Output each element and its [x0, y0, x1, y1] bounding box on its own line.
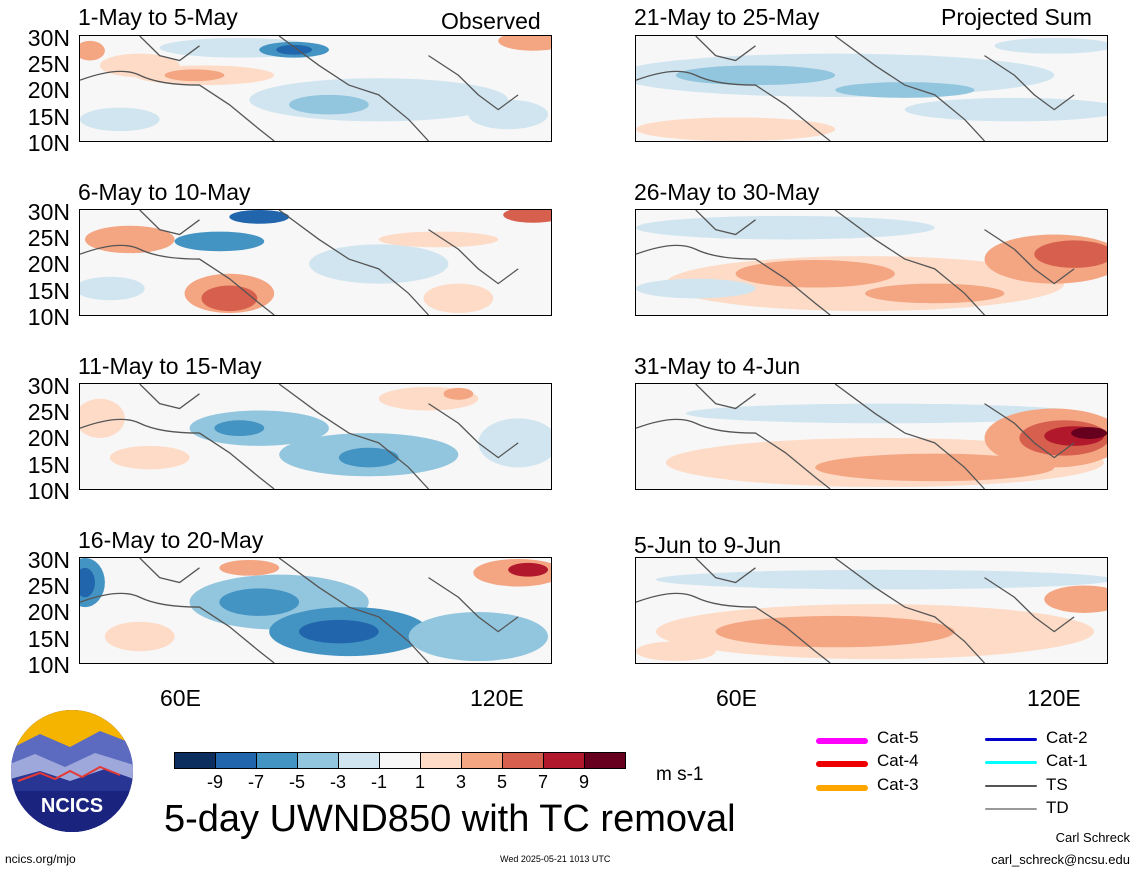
map-panel-right-4: [635, 557, 1108, 664]
panel-title-right-2: 26-May to 30-May: [634, 179, 820, 205]
colorbar-cell: [174, 752, 216, 769]
tc-legend-swatch: [985, 761, 1037, 764]
panel-title-left-3: 11-May to 15-May: [78, 353, 262, 379]
tc-legend-swatch: [985, 808, 1037, 810]
colorbar-tick-label: 1: [414, 772, 425, 792]
tc-legend-label: Cat-5: [877, 728, 919, 747]
colorbar-cell: [543, 752, 585, 769]
x-tick-120e-right: 120E: [1027, 685, 1081, 711]
panel-title-left-4: 16-May to 20-May: [78, 527, 264, 553]
map-panel-left-3: [79, 383, 552, 490]
tc-legend-swatch: [816, 761, 868, 767]
colorbar-tick-label: 9: [578, 772, 589, 792]
map-panel-right-3: [635, 383, 1108, 490]
colorbar-cell: [256, 752, 298, 769]
colorbar-tick-label: -9: [206, 772, 223, 792]
colorbar-tick-label: 7: [537, 772, 548, 792]
panel-title-right-4: 5-Jun to 9-Jun: [634, 532, 782, 558]
tc-legend-label: Cat-3: [877, 775, 919, 794]
colorbar-cell: [338, 752, 380, 769]
ncics-logo[interactable]: NCICS: [10, 709, 134, 833]
map-panel-left-4: [79, 557, 552, 664]
colorbar-tick-label: -7: [247, 772, 264, 792]
colorbar-tick-label: -3: [329, 772, 346, 792]
tc-legend-label: TD: [1046, 798, 1069, 817]
footer-url[interactable]: ncics.org/mjo: [5, 852, 76, 866]
panel-title-left-2: 6-May to 10-May: [78, 179, 251, 205]
colorbar-cell: [379, 752, 421, 769]
colorbar-cell: [461, 752, 503, 769]
colorbar-tick-label: 5: [496, 772, 507, 792]
main-title: 5-day UWND850 with TC removal: [164, 798, 736, 840]
logo-text: NCICS: [41, 795, 103, 817]
panel-title-right-1: 21-May to 25-May: [634, 4, 820, 30]
x-tick-120e-left: 120E: [470, 685, 524, 711]
tc-legend-swatch: [985, 738, 1037, 741]
panel-tag-projected: Projected Sum: [941, 4, 1092, 30]
colorbar-units: m s-1: [656, 764, 704, 785]
x-tick-60e-left: 60E: [160, 685, 201, 711]
colorbar-tick-label: -1: [370, 772, 387, 792]
footer-email[interactable]: carl_schreck@ncsu.edu: [991, 852, 1130, 867]
panel-title-left-1: 1-May to 5-May: [78, 4, 238, 30]
colorbar-tick-label: 3: [455, 772, 466, 792]
map-panel-left-1: [79, 35, 552, 142]
tc-legend-label: Cat-1: [1046, 751, 1088, 770]
tc-legend-label: TS: [1046, 775, 1068, 794]
map-panel-left-2: [79, 209, 552, 316]
colorbar-cell: [502, 752, 544, 769]
tc-legend-swatch: [816, 738, 868, 744]
colorbar-cell: [215, 752, 257, 769]
map-panel-right-1: [635, 35, 1108, 142]
footer-author: Carl Schreck: [1055, 830, 1130, 845]
panel-tag-observed: Observed: [441, 8, 541, 34]
colorbar-cell: [584, 752, 626, 769]
colorbar-cell: [420, 752, 462, 769]
colorbar-tick-label: -5: [288, 772, 305, 792]
footer-timestamp: Wed 2025-05-21 1013 UTC: [500, 854, 611, 864]
tc-legend-swatch: [816, 785, 868, 791]
map-panel-right-2: [635, 209, 1108, 316]
panel-title-right-3: 31-May to 4-Jun: [634, 353, 801, 379]
tc-legend-label: Cat-2: [1046, 728, 1088, 747]
tc-legend-swatch: [985, 785, 1037, 787]
x-tick-60e-right: 60E: [716, 685, 757, 711]
tc-legend-label: Cat-4: [877, 751, 919, 770]
colorbar-cell: [297, 752, 339, 769]
